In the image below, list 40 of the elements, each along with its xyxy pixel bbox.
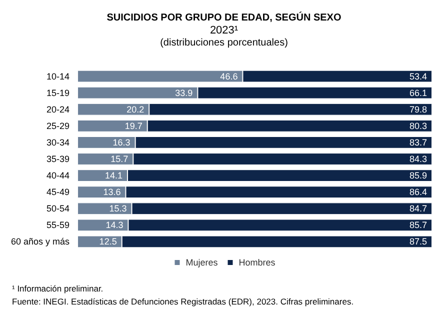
y-tick-label: 50-54 <box>46 204 70 214</box>
y-tick-label: 60 años y más <box>11 236 70 247</box>
chart-title: SUICIDIOS POR GRUPO DE EDAD, SEGÚN SEXO <box>106 12 342 24</box>
data-label: 80.3 <box>409 120 427 131</box>
y-tick-label: 55-59 <box>46 220 70 230</box>
data-label: 66.1 <box>409 88 427 98</box>
data-label: 87.5 <box>409 236 427 247</box>
y-tick-label: 45-49 <box>46 187 70 198</box>
y-tick-label: 30-34 <box>46 137 70 148</box>
data-label: 46.6 <box>220 71 238 82</box>
data-label: 85.7 <box>409 220 427 230</box>
data-label: 13.6 <box>103 187 121 198</box>
text: ¹ Información preliminar. <box>12 284 104 294</box>
source-note: Fuente: INEGI. Estadísticas de Defunciones Registradas (EDR), 2023. Cifras preliminares. <box>12 296 354 306</box>
legend-label: Mujeres <box>186 258 218 268</box>
data-label: 33.9 <box>175 88 193 98</box>
data-label: 84.7 <box>409 204 427 214</box>
y-tick-label: 15-19 <box>46 88 70 98</box>
data-label: 15.7 <box>110 154 128 164</box>
data-label: 79.8 <box>409 104 427 114</box>
data-label: 20.2 <box>126 104 144 114</box>
data-label: 53.4 <box>409 71 427 82</box>
data-label: 86.4 <box>409 187 427 198</box>
data-label: 16.3 <box>112 137 130 148</box>
text: (distribuciones porcentuales) <box>160 38 288 48</box>
legend-label: Hombres <box>238 258 276 268</box>
y-tick-label: 35-39 <box>46 154 70 164</box>
data-label: 19.7 <box>124 120 142 131</box>
data-label: 15.3 <box>109 204 127 214</box>
y-tick-label: 10-14 <box>46 71 70 82</box>
y-tick-label: 25-29 <box>46 120 70 131</box>
data-label: 14.3 <box>106 220 124 230</box>
data-label: 14.1 <box>104 170 123 181</box>
data-label: 84.3 <box>409 154 427 164</box>
data-label: 85.9 <box>409 170 427 181</box>
y-tick-label: 20-24 <box>46 104 70 114</box>
data-label: 12.5 <box>99 236 117 247</box>
chart-subtitle: 2023¹ <box>210 24 238 36</box>
y-tick-label: 40-44 <box>46 170 70 181</box>
data-label: 83.7 <box>409 137 427 148</box>
